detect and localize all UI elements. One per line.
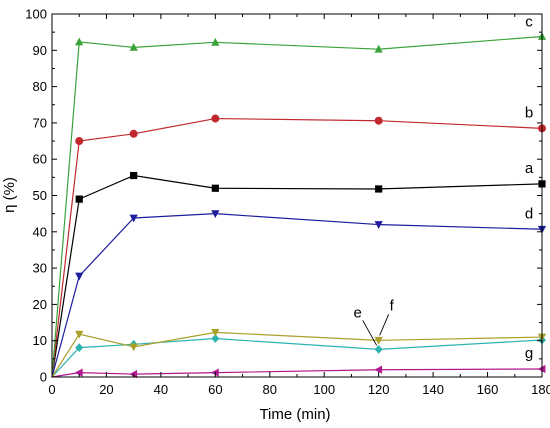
point-marker <box>374 336 383 345</box>
x-tick-label: 20 <box>99 382 113 397</box>
point-marker <box>75 343 84 352</box>
axis-ticks: 0 20 40 60 80 100 120 140 160 180 0 10 20 30 40 50 60 70 8… <box>25 7 550 398</box>
point-marker <box>130 171 138 180</box>
series-line <box>51 331 543 378</box>
x-tick-label: 180 <box>531 382 550 397</box>
series-label-c: c <box>525 14 533 31</box>
point-marker <box>75 272 84 281</box>
series-labels: c b a d g e f <box>353 14 533 363</box>
series-g <box>51 364 546 379</box>
y-axis-title: η (%) <box>1 177 18 213</box>
label-leader-f <box>379 314 390 336</box>
point-marker <box>374 116 383 125</box>
point-marker <box>75 330 84 339</box>
series-c <box>51 32 547 378</box>
y-tick-label: 70 <box>33 115 47 130</box>
y-tick-label: 10 <box>33 333 47 348</box>
point-marker <box>374 345 383 354</box>
series-line <box>51 368 543 378</box>
point-marker <box>211 114 220 123</box>
point-marker <box>375 185 383 193</box>
y-tick-label: 30 <box>33 261 47 276</box>
point-marker <box>211 210 220 219</box>
plot-frame <box>51 13 543 378</box>
series-line <box>51 117 543 378</box>
point-marker <box>129 343 138 352</box>
point-marker <box>75 195 83 203</box>
point-marker <box>74 368 83 377</box>
point-marker <box>211 37 220 46</box>
y-tick-label: 0 <box>40 370 47 385</box>
x-tick-label: 160 <box>477 382 499 397</box>
point-marker <box>374 44 383 53</box>
x-tick-label: 120 <box>368 382 390 397</box>
x-tick-label: 0 <box>48 382 55 397</box>
point-marker <box>211 184 219 192</box>
x-tick-label: 100 <box>313 382 335 397</box>
series-line <box>51 337 543 378</box>
point-marker <box>75 37 84 46</box>
x-tick-label: 80 <box>263 382 277 397</box>
point-marker <box>374 365 383 374</box>
point-marker <box>129 214 138 223</box>
point-marker <box>129 369 138 379</box>
chart-marks <box>51 32 547 379</box>
x-tick-label: 40 <box>154 382 168 397</box>
series-a <box>51 171 546 378</box>
x-axis-title: Time (min) <box>259 406 330 423</box>
y-tick-label: 50 <box>33 188 47 203</box>
y-tick-label: 40 <box>33 224 47 239</box>
point-marker <box>211 328 220 337</box>
point-marker <box>129 42 138 51</box>
label-leader-e <box>362 320 378 346</box>
x-tick-label: 140 <box>422 382 444 397</box>
series-line <box>51 174 543 378</box>
series-label-g: g <box>525 345 533 362</box>
series-label-a: a <box>525 160 534 177</box>
y-tick-label: 20 <box>33 297 47 312</box>
y-tick-label: 60 <box>33 152 47 167</box>
point-marker <box>211 334 220 343</box>
series-d <box>51 210 547 378</box>
x-tick-label: 60 <box>208 382 222 397</box>
series-line <box>51 35 543 378</box>
point-marker <box>374 221 383 229</box>
series-b <box>51 114 546 378</box>
series-line <box>51 213 543 378</box>
series-label-f: f <box>390 297 395 314</box>
series-label-b: b <box>525 104 533 121</box>
point-marker <box>75 137 84 146</box>
y-tick-label: 100 <box>25 7 47 22</box>
series-label-d: d <box>525 205 533 222</box>
series-label-e: e <box>353 304 361 321</box>
y-tick-label: 90 <box>33 43 47 58</box>
point-marker <box>129 129 138 138</box>
y-tick-label: 80 <box>33 79 47 94</box>
